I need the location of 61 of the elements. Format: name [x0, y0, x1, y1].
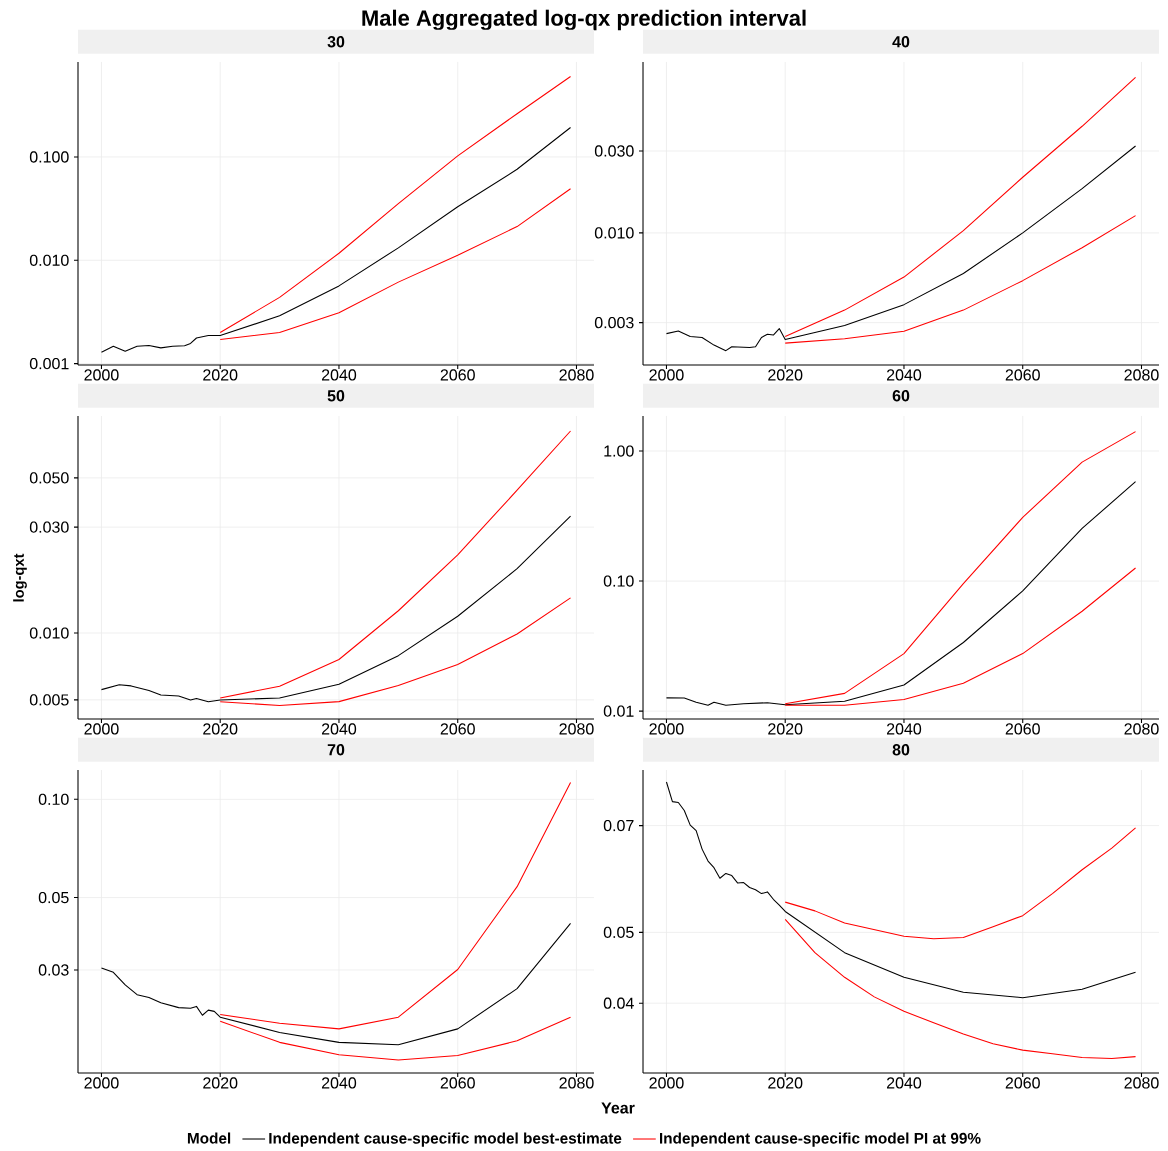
y-tick-label: 0.100: [29, 151, 69, 163]
y-tick-label: 0.050: [29, 472, 69, 484]
x-tick-label: 2080: [1124, 1077, 1159, 1089]
x-tick-label: 2000: [649, 723, 684, 735]
y-tick-label: 0.010: [594, 227, 634, 239]
x-axis-title: Year: [601, 1102, 635, 1114]
x-tick-label: 2040: [886, 723, 922, 735]
x-tick-label: 2080: [1124, 723, 1159, 735]
x-tick-label: 2000: [649, 1077, 684, 1089]
x-tick-label: 2020: [768, 369, 803, 381]
x-tick-label: 2060: [1005, 1077, 1040, 1089]
x-tick-label: 2020: [768, 723, 803, 735]
x-tick-label: 2080: [559, 723, 594, 735]
chart-title: 40: [892, 36, 910, 48]
legend-label: Independent cause-specific model best-estimate: [269, 1132, 622, 1147]
x-tick-label: 2060: [440, 369, 475, 381]
x-tick-label: 2040: [321, 1077, 357, 1089]
y-tick-label: 0.030: [29, 521, 69, 533]
y-axis-title: log-qxt: [13, 553, 27, 602]
y-tick-label: 0.01: [603, 705, 634, 717]
y-tick-label: 0.07: [603, 819, 634, 832]
x-tick-label: 2080: [559, 1077, 594, 1089]
x-tick-label: 2040: [886, 1077, 922, 1089]
legend-title: Model: [187, 1132, 231, 1144]
legend-label: Independent cause-specific model PI at 99%: [659, 1132, 981, 1147]
y-tick-label: 0.04: [603, 997, 634, 1009]
y-tick-label: 0.05: [603, 926, 634, 939]
x-tick-label: 2060: [1005, 723, 1040, 735]
y-tick-label: 0.10: [603, 575, 634, 587]
x-tick-label: 2060: [1005, 369, 1040, 381]
y-tick-label: 0.030: [594, 145, 634, 157]
chart-title: 50: [327, 390, 345, 402]
y-tick-label: 0.010: [29, 627, 69, 639]
chart-title: 60: [892, 390, 910, 402]
x-tick-label: 2000: [649, 369, 684, 381]
x-tick-label: 2000: [84, 1077, 119, 1089]
chart-title: 80: [892, 744, 910, 756]
x-tick-label: 2000: [84, 723, 119, 735]
x-tick-label: 2020: [768, 1077, 803, 1089]
y-tick-label: 0.03: [38, 964, 69, 976]
y-tick-label: 0.001: [29, 357, 69, 370]
x-tick-label: 2060: [440, 1077, 475, 1089]
x-tick-label: 2000: [84, 369, 119, 381]
y-tick-label: 0.010: [29, 254, 69, 266]
x-tick-label: 2020: [203, 723, 238, 735]
y-tick-label: 0.10: [38, 793, 69, 806]
x-tick-label: 2020: [203, 1077, 238, 1089]
chart-title: 70: [327, 744, 345, 756]
y-tick-label: 0.05: [38, 891, 69, 904]
x-tick-label: 2040: [321, 369, 357, 381]
y-tick-label: 1.00: [604, 445, 634, 457]
y-tick-label: 0.003: [594, 316, 634, 329]
x-tick-label: 2080: [559, 369, 594, 381]
chart-title: 30: [327, 36, 345, 48]
x-tick-label: 2040: [886, 369, 922, 381]
x-tick-label: 2040: [321, 723, 357, 735]
y-tick-label: 0.005: [29, 694, 69, 706]
x-tick-label: 2080: [1124, 369, 1159, 381]
x-tick-label: 2060: [440, 723, 475, 735]
x-tick-label: 2020: [203, 369, 238, 381]
text: Male Aggregated log-qx prediction interval: [362, 9, 806, 31]
